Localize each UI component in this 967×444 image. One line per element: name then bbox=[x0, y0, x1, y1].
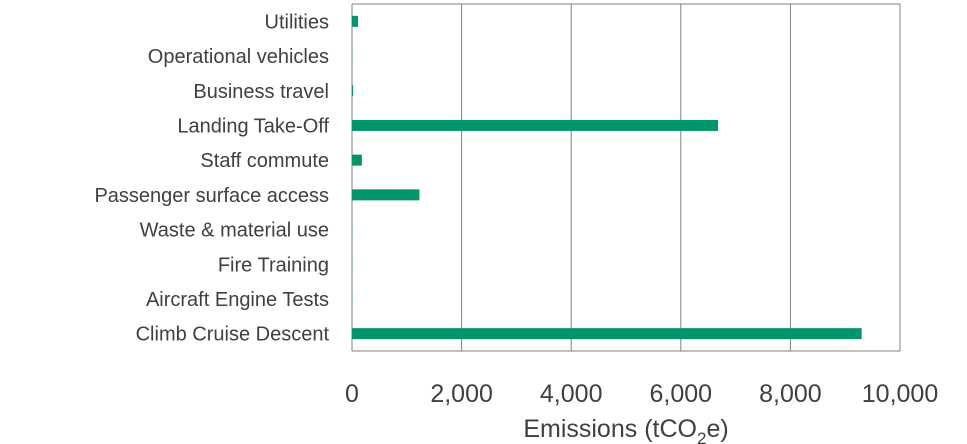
category-label-7: Fire Training bbox=[218, 254, 329, 276]
x-axis-title-subscript: 2 bbox=[697, 429, 706, 444]
category-label-0: Utilities bbox=[265, 11, 329, 33]
x-tick-label-0: 0 bbox=[345, 380, 359, 408]
x-axis-title: Emissions (tCO2e) bbox=[523, 415, 728, 444]
category-label-1: Operational vehicles bbox=[148, 46, 329, 68]
category-label-2: Business travel bbox=[193, 81, 329, 103]
x-tick-label-5: 10,000 bbox=[862, 380, 938, 408]
category-label-6: Waste & material use bbox=[140, 220, 329, 242]
category-label-8: Aircraft Engine Tests bbox=[146, 289, 329, 311]
x-tick-label-2: 4,000 bbox=[540, 380, 603, 408]
bar-5 bbox=[352, 189, 420, 201]
category-label-5: Passenger surface access bbox=[94, 185, 329, 207]
gridlines bbox=[351, 3, 901, 352]
x-tick-label-3: 6,000 bbox=[650, 380, 713, 408]
bar-2 bbox=[352, 85, 354, 97]
x-axis-title-suffix: e) bbox=[706, 415, 728, 443]
x-tick-label-1: 2,000 bbox=[430, 380, 493, 408]
x-tick-label-4: 8,000 bbox=[759, 380, 822, 408]
category-label-9: Climb Cruise Descent bbox=[136, 324, 330, 346]
category-label-4: Staff commute bbox=[200, 150, 329, 172]
bars bbox=[352, 15, 862, 340]
bar-0 bbox=[352, 15, 359, 27]
x-axis-title-prefix: Emissions (tCO bbox=[523, 415, 697, 443]
category-labels: Utilities Operational vehicles Business tr… bbox=[94, 11, 329, 345]
bar-9 bbox=[352, 328, 862, 340]
category-label-3: Landing Take-Off bbox=[177, 115, 329, 137]
x-tick-labels: 0 2,000 4,000 6,000 8,000 10,000 bbox=[345, 380, 938, 408]
bar-4 bbox=[352, 154, 362, 166]
bar-3 bbox=[352, 119, 719, 131]
